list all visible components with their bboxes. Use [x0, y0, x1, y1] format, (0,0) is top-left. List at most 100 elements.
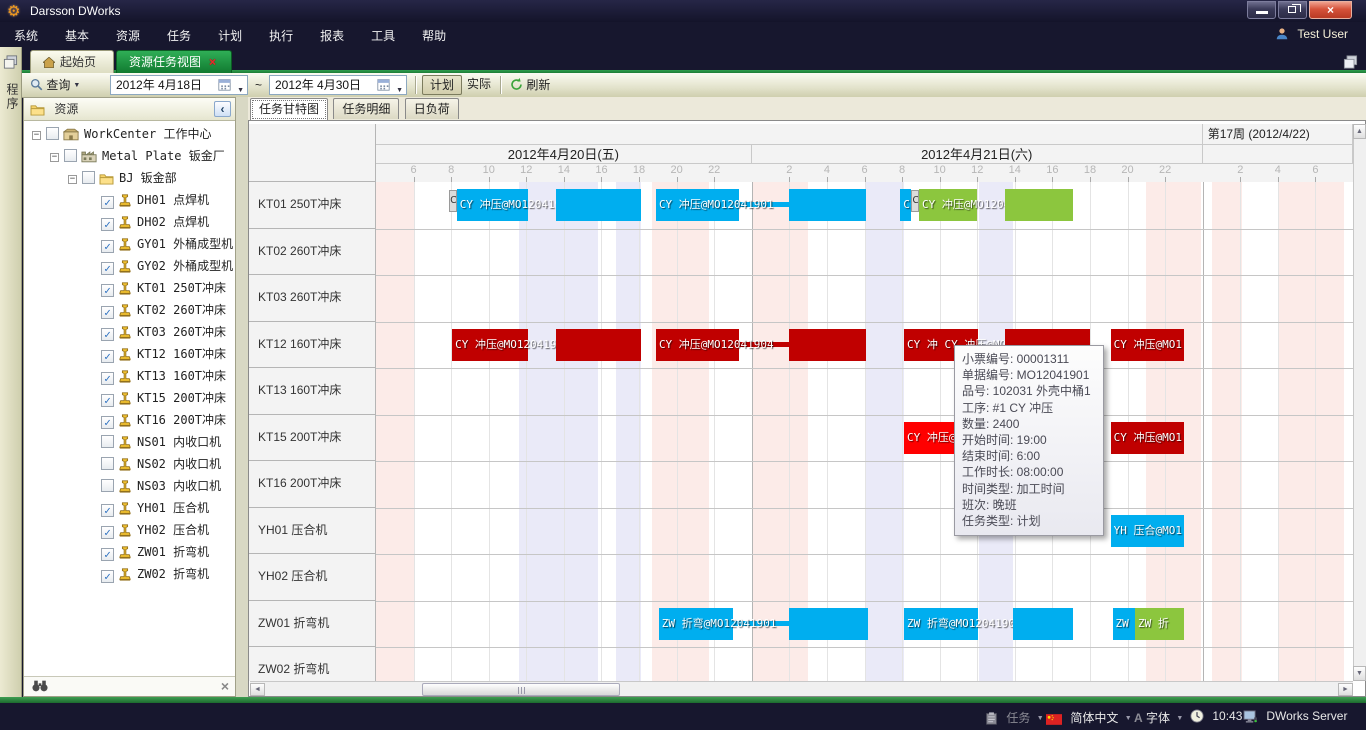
task-marker[interactable]: C	[449, 190, 457, 212]
status-font-menu[interactable]: A 字体 ▼	[1134, 711, 1184, 725]
task-bar[interactable]: ZW 折弯@MO12041901	[903, 607, 1022, 640]
menu-item-5[interactable]: 计划	[218, 29, 243, 43]
task-bar[interactable]: CY 冲压@MO12041901	[456, 189, 575, 221]
tree-checkbox[interactable]	[101, 435, 114, 448]
tree-item-metal[interactable]: − Metal Plate 钣金厂	[24, 145, 235, 167]
restore-button[interactable]	[1278, 1, 1307, 19]
scroll-up-icon[interactable]: ▲	[1353, 124, 1366, 139]
scroll-right-icon[interactable]: ►	[1338, 683, 1353, 696]
tree-item-yh01[interactable]: ✓ YH01 压合机	[24, 497, 235, 519]
tree-checkbox[interactable]: ✓	[101, 240, 114, 253]
status-language-menu[interactable]: 简体中文 ▼	[1046, 709, 1132, 726]
tree-checkbox[interactable]: ✓	[101, 284, 114, 297]
tree-item-ns01[interactable]: NS01 内收口机	[24, 431, 235, 453]
tree-checkbox[interactable]: ✓	[101, 504, 114, 517]
tree-checkbox[interactable]: ✓	[101, 196, 114, 209]
task-bar[interactable]	[789, 607, 869, 640]
date-from-field[interactable]: 2012年 4月18日 ▼	[110, 75, 248, 95]
search-button[interactable]: 查询 ▼	[30, 73, 80, 97]
tree-checkbox[interactable]: ✓	[101, 526, 114, 539]
program-panel-icon[interactable]	[3, 55, 18, 69]
task-bar[interactable]	[789, 328, 867, 361]
tab-task-detail[interactable]: 任务明细	[333, 98, 400, 119]
date-to-dropdown-icon[interactable]: ▼	[396, 87, 403, 94]
tree-item-kt03[interactable]: ✓ KT03 260T冲床	[24, 321, 235, 343]
task-bar[interactable]: CY 冲压@MO12041902	[918, 189, 1037, 221]
tree-checkbox[interactable]: ✓	[101, 306, 114, 319]
task-marker[interactable]: C	[911, 190, 919, 212]
menu-item-9[interactable]: 帮助	[422, 29, 447, 43]
tab-close-icon[interactable]: ×	[209, 55, 217, 69]
tree-item-zw01[interactable]: ✓ ZW01 折弯机	[24, 541, 235, 563]
tree-checkbox[interactable]	[82, 171, 95, 184]
task-bar[interactable]	[1005, 189, 1074, 221]
tree-item-gy02[interactable]: ✓ GY02 外桶成型机	[24, 255, 235, 277]
tree-expander-icon[interactable]: −	[68, 174, 77, 184]
tree-checkbox[interactable]: ✓	[101, 416, 114, 429]
tree-item-kt02[interactable]: ✓ KT02 260T冲床	[24, 299, 235, 321]
task-bar[interactable]: ZW 折弯@MO12041901	[658, 607, 776, 640]
task-bar[interactable]	[556, 328, 641, 361]
tree-checkbox[interactable]: ✓	[101, 394, 114, 407]
tree-item-bj[interactable]: − BJ 钣金部	[24, 167, 235, 189]
tree-checkbox[interactable]	[46, 127, 59, 140]
tree-checkbox[interactable]	[101, 457, 114, 470]
panel-close-icon[interactable]: ×	[220, 678, 229, 694]
task-bar[interactable]: CY 冲压@MO12041904	[655, 328, 774, 361]
tab-task-gantt[interactable]: 任务甘特图	[250, 98, 329, 121]
tree-item-zw02[interactable]: ✓ ZW02 折弯机	[24, 563, 235, 585]
tree-checkbox[interactable]	[101, 479, 114, 492]
tab-home[interactable]: 起始页	[30, 50, 114, 73]
vertical-scrollbar[interactable]: ▲ ▼	[1353, 124, 1366, 681]
task-bar[interactable]: CY 冲压@MO12041901	[655, 189, 774, 221]
task-bar[interactable]: ZW	[1112, 607, 1136, 640]
plan-toggle-button[interactable]: 计划	[422, 75, 463, 95]
actual-toggle-button[interactable]: 实际	[467, 77, 492, 91]
tree-item-kt01[interactable]: ✓ KT01 250T冲床	[24, 277, 235, 299]
menu-item-6[interactable]: 执行	[269, 29, 294, 43]
binoculars-icon[interactable]	[32, 679, 48, 693]
panel-collapse-button[interactable]: ‹	[214, 101, 231, 117]
tree-item-gy01[interactable]: ✓ GY01 外桶成型机	[24, 233, 235, 255]
task-bar[interactable]: CY 冲压@MO1	[1110, 421, 1184, 454]
horizontal-scrollbar[interactable]: ◄ ►	[250, 681, 1353, 696]
status-server[interactable]: DWorks Server	[1243, 709, 1347, 723]
close-button[interactable]: ×	[1309, 1, 1352, 19]
scroll-left-icon[interactable]: ◄	[250, 683, 265, 696]
task-bar[interactable]: C	[900, 189, 912, 221]
menu-item-8[interactable]: 工具	[371, 29, 396, 43]
tree-checkbox[interactable]	[64, 149, 77, 162]
tab-resource-task-view[interactable]: 资源任务视图 ×	[116, 50, 232, 73]
tree-item-kt12[interactable]: ✓ KT12 160T冲床	[24, 343, 235, 365]
task-bar[interactable]	[1012, 607, 1074, 640]
tree-checkbox[interactable]: ✓	[101, 548, 114, 561]
task-bar[interactable]: CY 冲压@MO1	[1110, 328, 1184, 361]
status-task-menu[interactable]: 任务 ▼	[985, 709, 1044, 726]
tree-expander-icon[interactable]: −	[50, 152, 59, 162]
tree-checkbox[interactable]: ✓	[101, 570, 114, 583]
tree-item-ns03[interactable]: NS03 内收口机	[24, 475, 235, 497]
tree-checkbox[interactable]: ✓	[101, 350, 114, 363]
date-from-dropdown-icon[interactable]: ▼	[237, 87, 244, 94]
menu-item-2[interactable]: 基本	[65, 29, 90, 43]
tab-daily-load[interactable]: 日负荷	[404, 98, 459, 119]
refresh-button[interactable]: 刷新	[510, 73, 550, 97]
menu-item-3[interactable]: 资源	[116, 29, 141, 43]
task-bar[interactable]: ZW 折	[1135, 607, 1184, 640]
calendar-icon[interactable]	[218, 78, 231, 91]
task-bar[interactable]	[789, 189, 867, 221]
task-bar[interactable]: CY 冲压@MO12041904	[452, 328, 570, 361]
calendar-icon[interactable]	[377, 78, 390, 91]
program-strip-label[interactable]: 程序	[5, 83, 19, 111]
panel-splitter[interactable]	[236, 97, 248, 697]
tree-item-dh02[interactable]: ✓ DH02 点焊机	[24, 211, 235, 233]
minimize-button[interactable]	[1247, 1, 1276, 19]
layout-stack-icon[interactable]	[1343, 55, 1358, 69]
task-bar[interactable]	[556, 189, 641, 221]
tree-checkbox[interactable]: ✓	[101, 328, 114, 341]
horizontal-scroll-thumb[interactable]	[422, 683, 620, 696]
tree-expander-icon[interactable]: −	[32, 130, 41, 140]
tree-item-kt15[interactable]: ✓ KT15 200T冲床	[24, 387, 235, 409]
tree-item-dh01[interactable]: ✓ DH01 点焊机	[24, 189, 235, 211]
tree-item-ns02[interactable]: NS02 内收口机	[24, 453, 235, 475]
